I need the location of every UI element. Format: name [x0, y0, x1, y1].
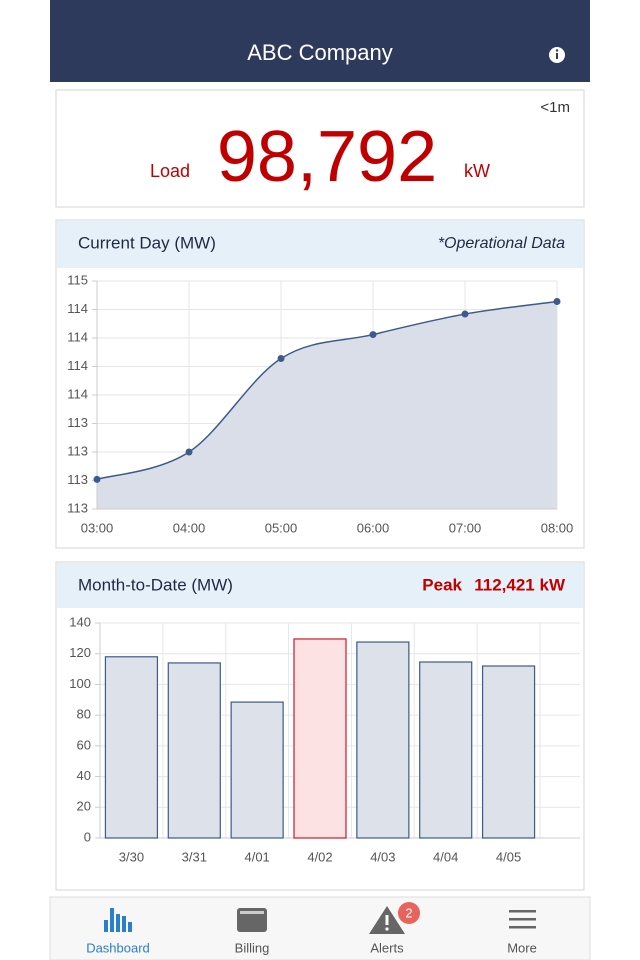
y-tick-label: 80 — [77, 707, 91, 722]
point — [185, 448, 193, 456]
bar — [167, 662, 221, 839]
month-card-header — [57, 563, 583, 608]
x-tick-label: 05:00 — [265, 520, 298, 535]
x-tick-label: 07:00 — [449, 520, 482, 535]
x-tick-label: 4/03 — [370, 849, 395, 864]
tab-label[interactable]: More — [507, 940, 537, 955]
x-tick-label: 06:00 — [357, 520, 390, 535]
x-tick-label: 3/30 — [119, 849, 144, 864]
menu-line — [509, 926, 536, 929]
load-card — [55, 89, 585, 208]
y-tick-label: 20 — [77, 799, 91, 814]
info-button[interactable] — [549, 47, 565, 63]
tab-label[interactable]: Alerts — [370, 940, 404, 955]
header-title: ABC Company — [247, 40, 393, 65]
info-icon-dot — [555, 49, 559, 52]
bar — [293, 638, 347, 839]
point — [277, 355, 285, 363]
tab-bar — [49, 896, 591, 960]
icon-part — [110, 908, 114, 932]
y-tick-label: 60 — [77, 737, 91, 752]
load-unit: kW — [464, 161, 490, 181]
y-tick-label: 114 — [67, 358, 88, 373]
y-tick-label: 113 — [67, 443, 88, 458]
chart-title: Current Day (MW) — [78, 233, 216, 252]
icon-part — [128, 922, 132, 932]
x-tick-label: 4/02 — [307, 849, 332, 864]
y-tick-label: 113 — [67, 415, 88, 430]
point — [93, 475, 101, 483]
tab-billing[interactable]: Billing — [235, 908, 270, 955]
bar — [481, 665, 536, 839]
x-tick-label: 04:00 — [173, 520, 206, 535]
load-age: <1m — [540, 99, 570, 116]
line — [96, 300, 558, 481]
chart-annotation: *Operational Data — [438, 235, 565, 252]
menu-line — [509, 910, 536, 913]
x-tick-label: 3/31 — [182, 849, 207, 864]
bar — [419, 661, 473, 839]
chart-title: Month-to-Date (MW) — [78, 575, 233, 594]
x-tick-label: 4/01 — [244, 849, 269, 864]
y-tick-label: 114 — [67, 301, 88, 316]
y-tick-label: 115 — [67, 272, 88, 287]
load-label: Load — [150, 161, 190, 181]
y-tick-label: 100 — [69, 676, 91, 691]
load-value: 98,792 — [217, 117, 437, 197]
icon-part — [116, 914, 120, 932]
icon-part — [104, 920, 108, 932]
y-tick-label: 120 — [69, 645, 91, 660]
peak-label: Peak — [422, 575, 462, 594]
area — [97, 301, 557, 509]
info-icon-stem — [556, 53, 558, 59]
y-tick-label: 113 — [67, 500, 88, 515]
x-tick-label: 08:00 — [541, 520, 574, 535]
bar — [104, 656, 159, 839]
tab-dashboard[interactable]: Dashboard — [86, 908, 150, 955]
menu-line — [509, 918, 536, 921]
x-tick-label: 4/04 — [433, 849, 458, 864]
y-tick-label: 0 — [84, 829, 91, 844]
bar — [230, 701, 284, 839]
day-card-header — [57, 221, 583, 268]
tab-label[interactable]: Dashboard — [86, 940, 150, 955]
y-tick-label: 140 — [69, 614, 91, 629]
alert-icon-dot — [385, 927, 389, 931]
tab-more[interactable]: More — [507, 910, 537, 955]
x-tick-label: 4/05 — [496, 849, 521, 864]
y-tick-label: 114 — [67, 329, 88, 344]
alert-icon-mark — [385, 915, 389, 925]
header-bar — [50, 0, 590, 82]
point — [461, 310, 469, 318]
point — [369, 331, 377, 339]
tab-label[interactable]: Billing — [235, 940, 270, 955]
tab-alerts[interactable]: 2 Alerts — [369, 902, 420, 955]
peak-value: 112,421 kW — [474, 575, 566, 594]
point — [553, 298, 561, 306]
y-tick-label: 113 — [67, 472, 88, 487]
folder-icon-paper — [240, 911, 264, 914]
badge-count: 2 — [405, 905, 412, 920]
x-tick-label: 03:00 — [81, 520, 114, 535]
y-tick-label: 114 — [67, 386, 88, 401]
badge — [398, 902, 420, 924]
icon-part — [122, 916, 126, 932]
bar — [356, 641, 410, 839]
y-tick-label: 40 — [77, 768, 91, 783]
